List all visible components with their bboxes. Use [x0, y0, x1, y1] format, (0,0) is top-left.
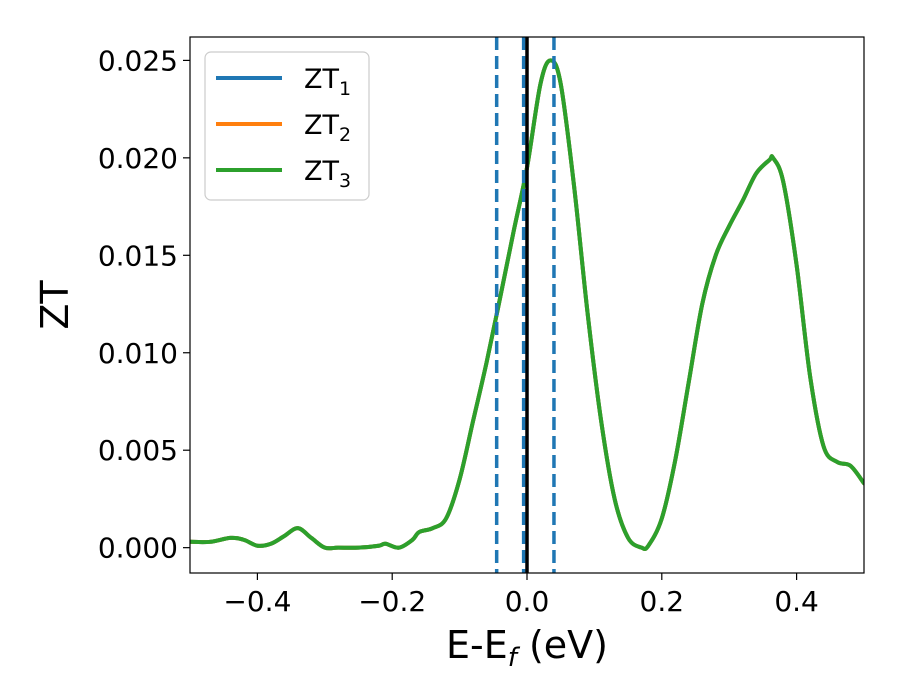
x-tick-label: 0.4 — [774, 585, 819, 618]
x-tick-label: −0.2 — [358, 585, 426, 618]
x-axis-title: E-Ef (eV) — [446, 623, 608, 673]
legend: ZT1 ZT2 ZT3 — [204, 51, 370, 201]
x-axis: −0.4 −0.2 0.0 0.2 0.4 — [223, 573, 819, 618]
series-layer — [190, 58, 864, 551]
y-tick-label: 0.025 — [98, 44, 178, 77]
x-tick-label: 0.2 — [640, 585, 685, 618]
y-axis: 0.000 0.005 0.010 0.015 0.020 0.025 — [98, 44, 190, 565]
y-tick-label: 0.010 — [98, 337, 178, 370]
series-line-3 — [190, 58, 864, 551]
y-tick-label: 0.020 — [98, 142, 178, 175]
y-axis-title: ZT — [33, 280, 77, 330]
legend-label-1: ZT1 — [304, 64, 351, 100]
legend-box — [204, 51, 370, 201]
legend-label-2: ZT2 — [304, 110, 351, 146]
legend-label-3: ZT3 — [304, 156, 351, 192]
x-tick-label: −0.4 — [223, 585, 291, 618]
x-tick-label: 0.0 — [505, 585, 550, 618]
y-tick-label: 0.015 — [98, 239, 178, 272]
y-tick-label: 0.005 — [98, 434, 178, 467]
y-tick-label: 0.000 — [98, 532, 178, 565]
vertical-reference-lines — [494, 37, 556, 573]
